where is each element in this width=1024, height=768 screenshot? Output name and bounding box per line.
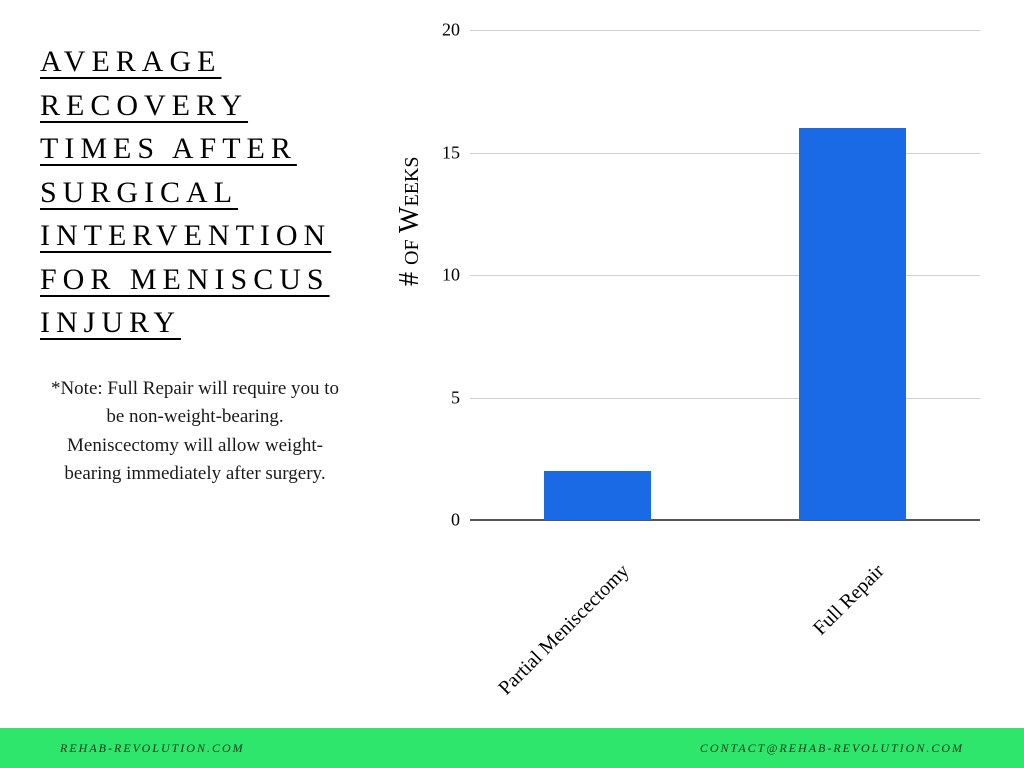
footer-right: CONTACT@REHAB-REVOLUTION.COM <box>700 741 964 756</box>
page-title: AVERAGE RECOVERY TIMES AFTER SURGICAL IN… <box>40 40 350 345</box>
footer-bar: REHAB-REVOLUTION.COM CONTACT@REHAB-REVOL… <box>0 728 1024 768</box>
y-axis-label: # of Weeks <box>394 157 426 287</box>
y-tick-label: 10 <box>442 265 460 286</box>
left-panel: AVERAGE RECOVERY TIMES AFTER SURGICAL IN… <box>0 0 380 728</box>
bar <box>544 471 651 520</box>
gridline <box>470 30 980 31</box>
category-label: Partial Meniscectomy <box>490 560 634 704</box>
note-text: *Note: Full Repair will require you to b… <box>40 375 350 489</box>
chart-panel: # of Weeks 05101520Partial MeniscectomyF… <box>380 0 1024 728</box>
chart-area: 05101520Partial MeniscectomyFull Repair <box>470 30 980 520</box>
footer-left: REHAB-REVOLUTION.COM <box>60 741 245 756</box>
y-tick-label: 15 <box>442 142 460 163</box>
category-label: Full Repair <box>745 560 889 704</box>
y-tick-label: 5 <box>451 387 460 408</box>
y-tick-label: 20 <box>442 20 460 41</box>
main-container: AVERAGE RECOVERY TIMES AFTER SURGICAL IN… <box>0 0 1024 728</box>
y-tick-label: 0 <box>451 510 460 531</box>
bar <box>799 128 906 520</box>
